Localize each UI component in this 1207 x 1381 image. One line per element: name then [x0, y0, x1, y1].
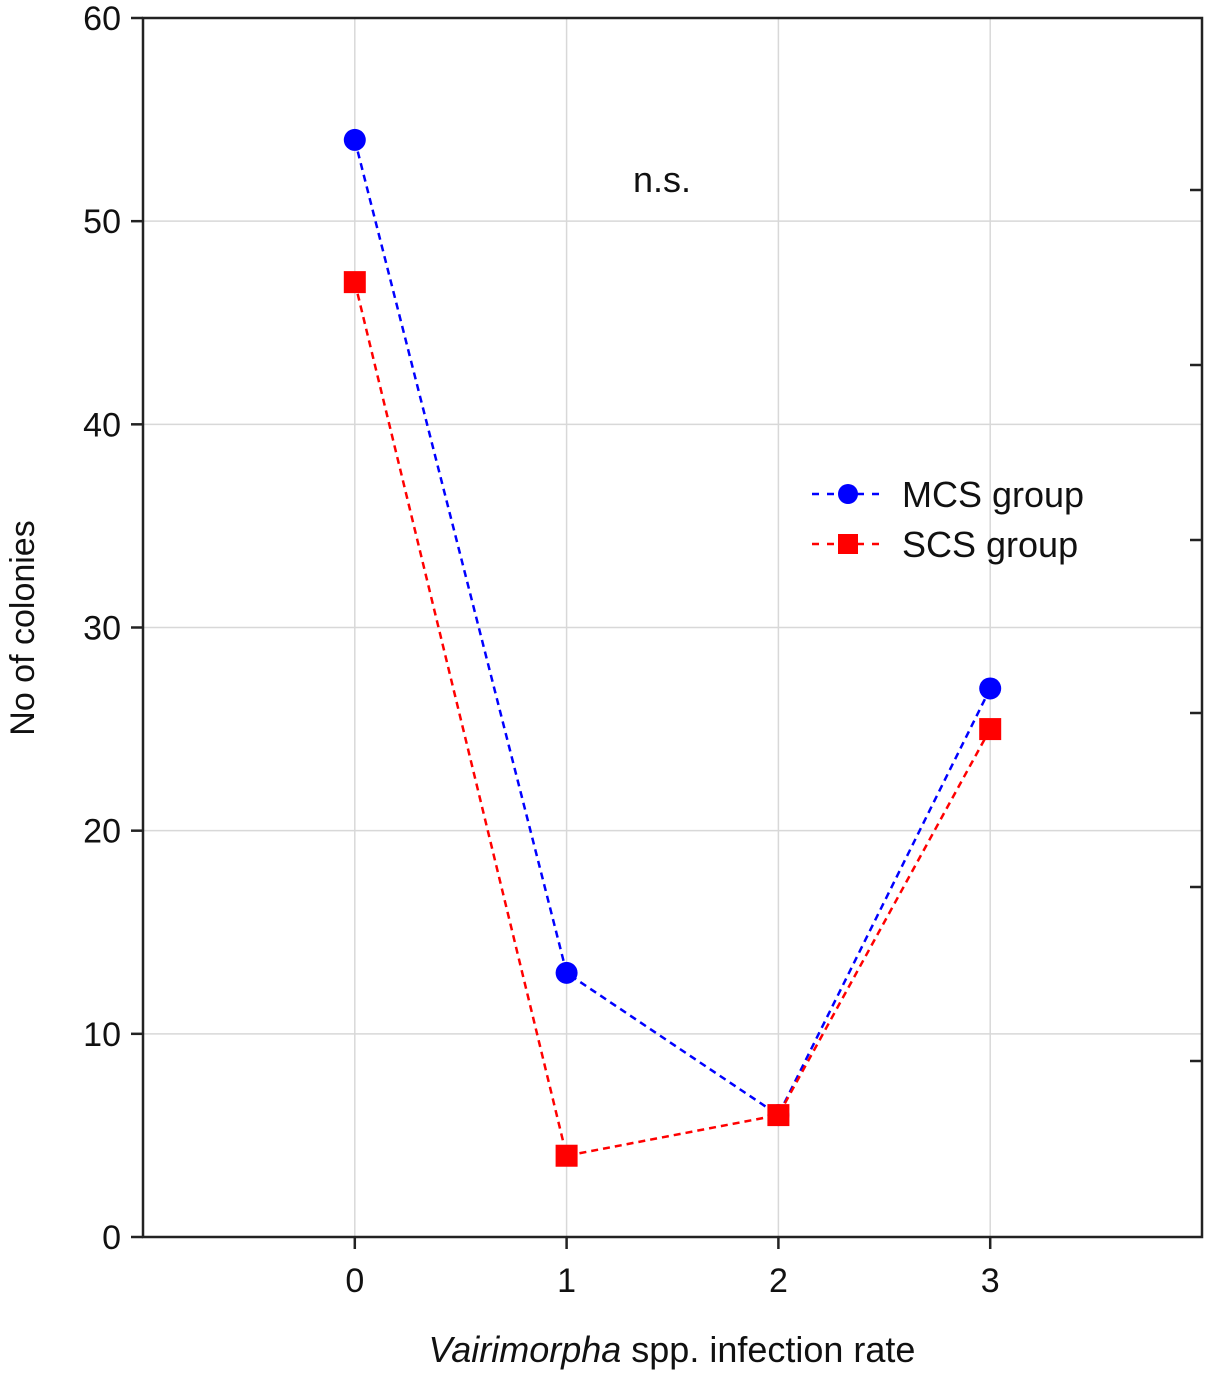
- data-point-square: [767, 1104, 790, 1127]
- data-point-square: [343, 271, 366, 294]
- y-tick-label: 60: [83, 0, 121, 38]
- legend-marker-circle: [838, 484, 858, 504]
- annotation-ns: n.s.: [633, 159, 691, 200]
- series-layer: [343, 128, 1002, 1167]
- y-tick-label: 20: [83, 813, 121, 851]
- y-tick-label: 10: [83, 1016, 121, 1054]
- x-tick-label: 1: [557, 1262, 576, 1300]
- y-axis-label: No of colonies: [4, 520, 42, 735]
- legend-label: SCS group: [902, 524, 1078, 565]
- y-tick-label: 0: [102, 1219, 121, 1257]
- legend-marker-square: [838, 534, 858, 554]
- x-axis-label-rest: spp. infection rate: [621, 1329, 915, 1370]
- data-point-circle: [979, 677, 1002, 700]
- x-tick-label: 2: [769, 1262, 788, 1300]
- ticks: 0 10 20 30 40 50 60 0 1 2 3: [83, 0, 1202, 1300]
- x-tick-label: 3: [981, 1262, 1000, 1300]
- data-point-circle: [555, 961, 578, 984]
- x-axis-label: Vairimorpha spp. infection rate: [429, 1329, 916, 1370]
- x-tick-label: 0: [345, 1262, 364, 1300]
- y-tick-label: 40: [83, 406, 121, 444]
- legend-label: MCS group: [902, 474, 1084, 515]
- series-line-1: [353, 281, 992, 1158]
- y-tick-label: 30: [83, 610, 121, 648]
- series-line-0: [353, 139, 992, 1117]
- data-point-square: [555, 1144, 578, 1167]
- x-axis-label-italic: Vairimorpha: [429, 1329, 622, 1370]
- data-point-square: [979, 718, 1002, 741]
- grid: [143, 18, 1202, 1237]
- y-tick-label: 50: [83, 203, 121, 241]
- legend: MCS group SCS group: [812, 474, 1084, 565]
- data-point-circle: [343, 128, 366, 151]
